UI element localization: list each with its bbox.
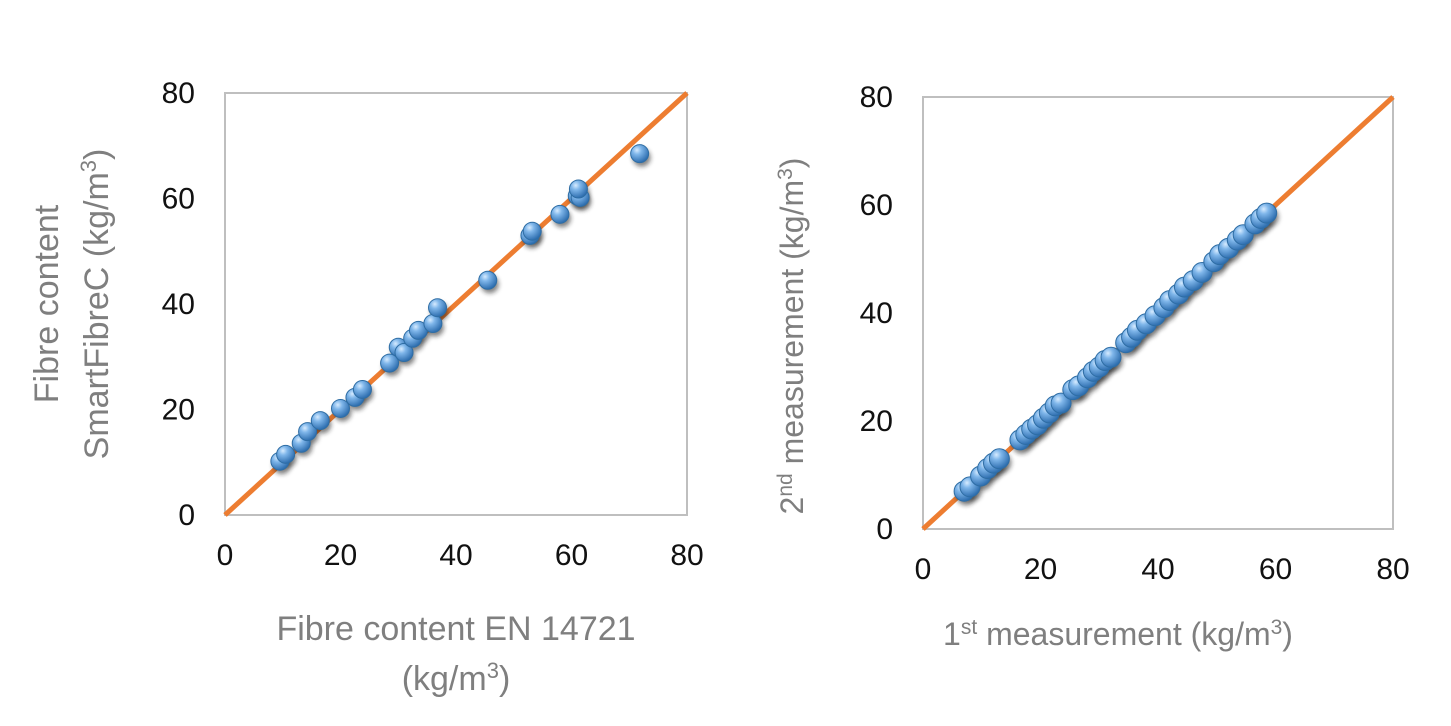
x-tick-label: 20 (1024, 553, 1057, 586)
data-point (1100, 346, 1122, 368)
data-point (352, 379, 372, 399)
data-point (394, 343, 414, 363)
y-tick-label: 20 (162, 394, 195, 427)
y-tick-label: 60 (860, 189, 893, 222)
y-tick-label: 20 (860, 405, 893, 438)
y-tick-label: 40 (860, 297, 893, 330)
plot-area-left (224, 92, 688, 516)
data-point (1050, 392, 1072, 414)
data-point (568, 179, 588, 199)
points-right (953, 202, 1278, 502)
x-ticks-left: 0 20 40 60 80 (217, 539, 704, 572)
x-tick-label: 60 (1259, 553, 1292, 586)
data-point (310, 411, 330, 431)
y-ticks-left: 0 20 40 60 80 (162, 77, 195, 532)
y-tick-label: 40 (162, 288, 195, 321)
y-axis-title-left-line2: SmartFibreC (kg/m3) (76, 149, 117, 460)
x-tick-label: 40 (439, 539, 472, 572)
x-axis-title-left-line1: Fibre content EN 14721 (276, 610, 635, 648)
y-tick-label: 0 (876, 513, 893, 546)
x-axis-title-right: 1st measurement (kg/m3) (943, 616, 1293, 653)
y-tick-label: 80 (162, 77, 195, 110)
x-tick-label: 40 (1141, 553, 1174, 586)
x-axis-title-left-line2: (kg/m3) (402, 658, 511, 699)
data-point (522, 221, 542, 241)
x-tick-label: 80 (670, 539, 703, 572)
data-point (550, 204, 570, 224)
data-point (331, 398, 350, 418)
data-point (423, 314, 443, 334)
y-ticks-right: 0 20 40 60 80 (860, 81, 893, 546)
plot-area-right (922, 96, 1394, 530)
points-left (270, 144, 650, 471)
x-tick-label: 0 (915, 553, 932, 586)
x-ticks-right: 0 20 40 60 80 (915, 553, 1410, 586)
data-point (380, 353, 400, 373)
data-point (276, 444, 296, 464)
scatter-chart-right: 0 20 40 60 80 0 20 40 60 80 1st measurement (kg/… (774, 81, 1410, 652)
y-axis-title-left-line1: Fibre content (28, 204, 66, 403)
scatter-chart-left: 0 20 40 60 80 0 20 40 60 80 Fibre content EN 147… (28, 77, 704, 698)
data-point (298, 422, 318, 442)
y-tick-label: 60 (162, 183, 195, 216)
y-tick-label: 0 (178, 499, 195, 532)
data-point (1256, 202, 1278, 224)
data-point (630, 144, 650, 164)
data-point (988, 448, 1010, 470)
x-tick-label: 20 (324, 539, 357, 572)
x-tick-label: 0 (217, 539, 234, 572)
x-tick-label: 60 (555, 539, 588, 572)
x-tick-label: 80 (1376, 553, 1409, 586)
point-shadows-left (272, 148, 651, 475)
y-tick-label: 80 (860, 81, 893, 114)
y-axis-title-right: 2nd measurement (kg/m3) (774, 158, 811, 515)
data-point (428, 298, 448, 318)
data-point (478, 270, 498, 290)
